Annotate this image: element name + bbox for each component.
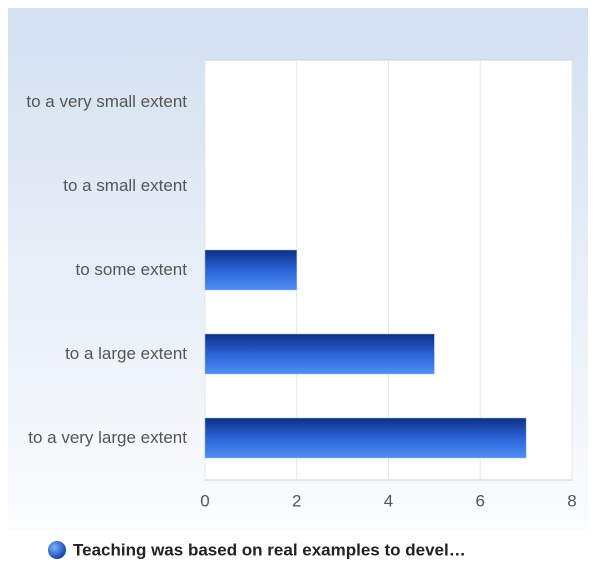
y-tick-label: to some extent bbox=[75, 260, 187, 279]
y-tick-label: to a very large extent bbox=[28, 428, 187, 447]
x-tick-label: 8 bbox=[567, 491, 576, 510]
x-tick-label: 6 bbox=[476, 491, 485, 510]
y-tick-label: to a small extent bbox=[63, 176, 187, 195]
y-tick-label: to a very small extent bbox=[26, 92, 187, 111]
x-tick-label: 2 bbox=[292, 491, 301, 510]
x-tick-label: 0 bbox=[200, 491, 209, 510]
legend-marker bbox=[48, 541, 66, 559]
bar bbox=[204, 249, 297, 291]
bar bbox=[204, 417, 527, 459]
x-tick-label: 4 bbox=[384, 491, 393, 510]
legend-text: Teaching was based on real examples to d… bbox=[73, 540, 466, 559]
y-tick-label: to a large extent bbox=[65, 344, 187, 363]
bar bbox=[204, 333, 435, 375]
